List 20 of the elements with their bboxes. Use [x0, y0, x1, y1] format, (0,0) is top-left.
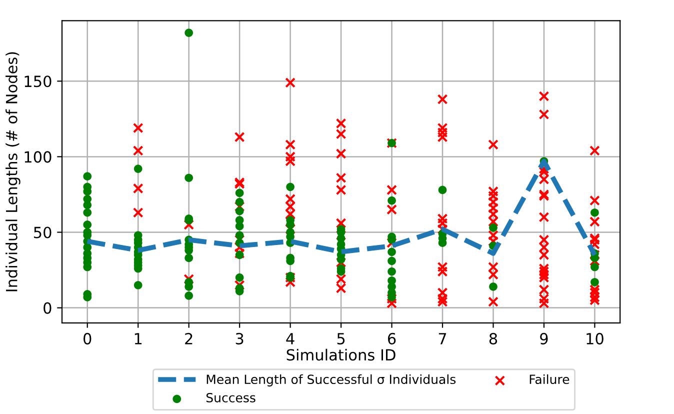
x-tick-label: 0 — [84, 332, 92, 344]
y-tick-label: 150 — [24, 76, 52, 88]
x-tick-label: 2 — [185, 332, 192, 344]
y-tick-label: 50 — [34, 226, 52, 238]
x-tick-label: 1 — [134, 333, 142, 344]
x-tick-label: 8 — [489, 332, 498, 344]
x-tick-label: 10 — [586, 332, 604, 344]
legend-label: Failure — [530, 374, 570, 384]
x-axis-title: Simulations ID — [286, 348, 396, 361]
x-tick-label: 4 — [286, 333, 294, 344]
legend-label: Mean Length of Successful σ Individuals — [206, 374, 456, 386]
y-axis-title: Individual Lengths (# of Nodes) — [6, 52, 20, 292]
x-tick-label: 6 — [388, 332, 396, 344]
x-tick-label: 3 — [236, 332, 244, 344]
x-tick-label: 9 — [540, 332, 548, 344]
legend-label: Success — [206, 392, 256, 402]
y-tick-label: 100 — [24, 151, 52, 163]
x-tick-label: 7 — [438, 333, 446, 344]
x-tick-label: 5 — [337, 333, 345, 344]
y-tick-label: 0 — [44, 302, 52, 314]
